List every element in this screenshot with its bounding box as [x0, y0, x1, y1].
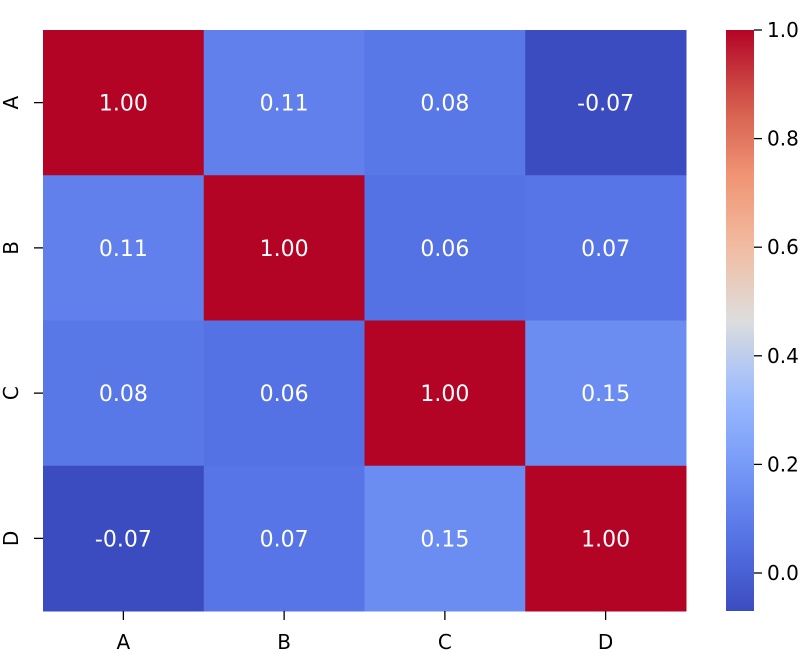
cell-label-A-D: -0.07	[577, 92, 634, 117]
cell-label-D-B: 0.07	[260, 527, 309, 552]
colorbar-tick-label-0: 0.0	[767, 561, 799, 585]
cell-label-D-C: 0.15	[420, 527, 469, 552]
colorbar-tick-label-1: 0.2	[767, 452, 799, 476]
colorbar: 0.0 0.2 0.4 0.6 0.8 1.0	[726, 18, 799, 611]
heatmap-cell-C-A	[43, 320, 205, 467]
cell-label-B-D: 0.07	[581, 237, 630, 262]
heatmap-cell-A-C	[364, 30, 526, 176]
cell-label-C-B: 0.06	[260, 382, 309, 407]
y-axis: A B C D	[0, 95, 43, 546]
colorbar-tick-label-4: 0.8	[767, 127, 799, 151]
heatmap-cell-A-B	[203, 30, 365, 176]
cell-label-A-A: 1.00	[99, 92, 148, 117]
cell-label-D-D: 1.00	[581, 527, 630, 552]
cell-label-C-C: 1.00	[420, 382, 469, 407]
heatmap-cell-A-D	[525, 30, 687, 176]
x-tick-label-D: D	[598, 630, 613, 654]
cell-label-A-B: 0.11	[260, 92, 309, 117]
cell-label-B-A: 0.11	[99, 237, 148, 262]
heatmap-cells	[43, 30, 687, 612]
cell-label-D-A: -0.07	[95, 527, 152, 552]
colorbar-tick-label-2: 0.4	[767, 344, 799, 368]
y-tick-label-D: D	[0, 531, 23, 546]
colorbar-gradient	[726, 30, 754, 611]
cell-label-B-B: 1.00	[260, 237, 309, 262]
cell-label-B-C: 0.06	[420, 237, 469, 262]
x-tick-label-A: A	[117, 630, 131, 654]
cell-label-C-A: 0.08	[99, 382, 148, 407]
heatmap-cell-B-C	[364, 175, 526, 321]
x-axis: A B C D	[117, 611, 613, 654]
colorbar-tick-label-3: 0.6	[767, 235, 799, 259]
heatmap-cell-C-B	[203, 320, 365, 467]
cell-annotations: 1.00 0.11 0.08 -0.07 0.11 1.00 0.06 0.07 0.08 0.0…	[95, 92, 634, 553]
heatmap-cell-D-A	[43, 465, 205, 612]
y-tick-label-B: B	[0, 241, 23, 255]
cell-label-C-D: 0.15	[581, 382, 630, 407]
x-tick-label-B: B	[277, 630, 291, 654]
x-tick-label-C: C	[438, 630, 452, 654]
heatmap-cell-B-B	[203, 175, 365, 321]
y-tick-label-C: C	[0, 386, 23, 400]
heatmap-cell-C-D	[525, 320, 687, 467]
heatmap-cell-C-C	[364, 320, 526, 467]
heatmap-cell-B-D	[525, 175, 687, 321]
heatmap-cell-D-B	[203, 465, 365, 612]
colorbar-tick-label-5: 1.0	[767, 18, 799, 42]
cell-label-A-C: 0.08	[420, 92, 469, 117]
heatmap-cell-D-D	[525, 465, 687, 612]
y-tick-label-A: A	[0, 95, 23, 109]
heatmap-cell-A-A	[43, 30, 205, 176]
heatmap-cell-D-C	[364, 465, 526, 612]
heatmap-cell-B-A	[43, 175, 205, 321]
